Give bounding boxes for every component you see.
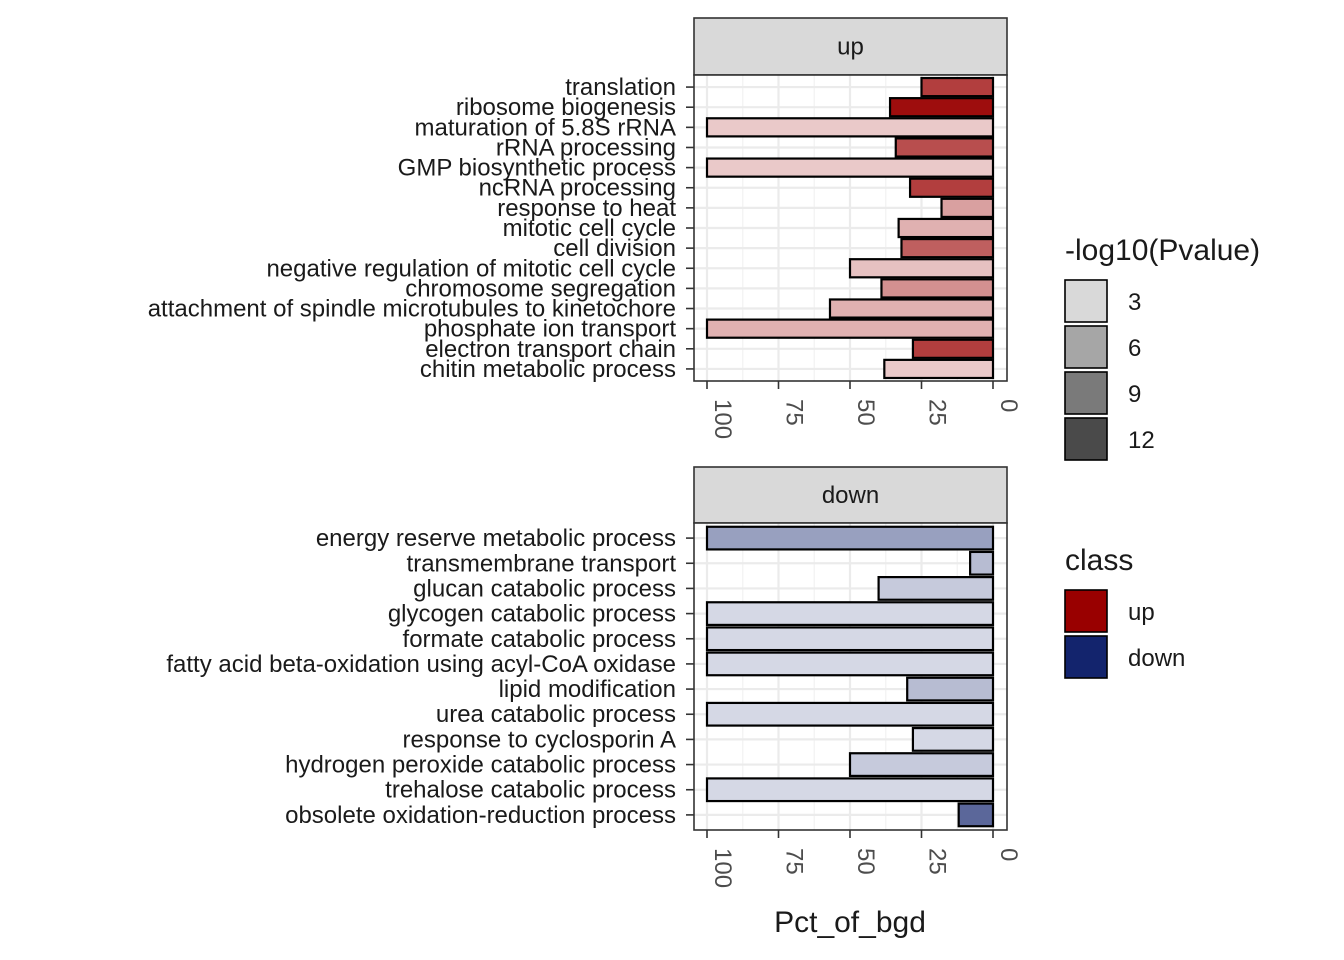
legend-title: class (1065, 544, 1133, 577)
facet-strip-label: up (837, 34, 864, 61)
bar-down-6 (906, 676, 995, 702)
category-label: rRNA processing (496, 134, 676, 161)
legend-0: -log10(Pvalue) 3 6 9 12 (1064, 234, 1260, 461)
legend-label: 12 (1128, 427, 1155, 454)
category-label: trehalose catabolic process (385, 777, 676, 804)
bar-up-6 (940, 197, 995, 219)
bar-up-11 (828, 298, 995, 319)
bar-down-2 (877, 576, 995, 601)
category-label: GMP biosynthetic process (398, 155, 676, 182)
x-tick-label: 0 (995, 399, 1022, 412)
legend-key (1064, 635, 1108, 679)
category-label: attachment of spindle microtubules to ki… (148, 296, 676, 323)
category-label: energy reserve metabolic process (316, 525, 676, 552)
bar-up-12 (705, 318, 995, 339)
category-label: urea catabolic process (436, 701, 676, 728)
bar-down-7 (705, 701, 995, 727)
bar-up-1 (888, 97, 995, 118)
legend-key (1064, 589, 1108, 633)
facet-strip (693, 466, 1008, 524)
x-axis-title: Pct_of_bgd (774, 906, 926, 939)
legend-key (1064, 279, 1108, 323)
legends: -log10(Pvalue) 3 6 9 12 class up down (1064, 234, 1260, 679)
legend-key (1064, 417, 1108, 461)
panel-down: down energy reserve metabolic processtran… (166, 466, 1022, 888)
legend-title: -log10(Pvalue) (1065, 234, 1260, 267)
x-tick-label: 50 (852, 399, 879, 426)
legend-label: 9 (1128, 381, 1141, 408)
category-label: maturation of 5.8S rRNA (415, 114, 676, 141)
x-axis: 100 75 50 25 0 (706, 381, 1022, 439)
category-label: transmembrane transport (407, 550, 677, 577)
legend-label: down (1128, 645, 1185, 672)
x-axis: 100 75 50 25 0 (706, 830, 1022, 888)
bar-up-9 (848, 258, 995, 279)
x-tick-label: 75 (781, 848, 808, 875)
bar-up-14 (883, 358, 995, 380)
category-label: mitotic cell cycle (503, 215, 676, 242)
category-label: ncRNA processing (479, 175, 676, 202)
bar-up-8 (900, 237, 995, 259)
x-tick-label: 25 (924, 399, 951, 426)
legend-label: 3 (1128, 289, 1141, 316)
category-label: obsolete oxidation-reduction process (285, 802, 676, 829)
bars (705, 76, 995, 380)
x-tick-label: 25 (924, 848, 951, 875)
bar-down-10 (705, 777, 995, 803)
category-label: electron transport chain (425, 336, 676, 363)
legend-label: up (1128, 599, 1155, 626)
category-label: response to cyclosporin A (403, 726, 676, 753)
x-tick-label: 50 (852, 848, 879, 875)
category-label: glucan catabolic process (413, 575, 676, 602)
bar-up-0 (920, 76, 995, 98)
legend-label: 6 (1128, 335, 1141, 362)
bar-up-10 (880, 278, 995, 299)
legend-key (1064, 371, 1108, 415)
legend-1: class up down (1064, 544, 1185, 679)
category-label: hydrogen peroxide catabolic process (285, 752, 676, 779)
category-label: chromosome segregation (405, 275, 676, 302)
bar-up-13 (911, 338, 995, 359)
facet-strip (693, 17, 1008, 76)
bar-up-7 (897, 217, 995, 239)
category-label: lipid modification (499, 676, 676, 703)
bar-down-1 (969, 550, 995, 576)
legend-key (1064, 325, 1108, 369)
bar-down-3 (705, 601, 995, 627)
bar-down-5 (705, 651, 995, 677)
bar-up-4 (705, 157, 995, 178)
x-tick-label: 100 (709, 399, 736, 439)
bar-up-5 (908, 177, 995, 198)
category-label: negative regulation of mitotic cell cycl… (266, 255, 676, 282)
category-label: formate catabolic process (403, 626, 676, 653)
x-tick-label: 0 (995, 848, 1022, 861)
category-axis: energy reserve metabolic processtransmem… (166, 525, 694, 829)
bar-down-8 (911, 726, 995, 752)
category-label: glycogen catabolic process (388, 601, 676, 628)
bar-down-0 (705, 525, 995, 551)
category-label: phosphate ion transport (424, 316, 677, 343)
bar-down-4 (705, 626, 995, 652)
x-tick-label: 100 (709, 848, 736, 888)
category-label: cell division (553, 235, 676, 262)
bar-up-3 (894, 137, 995, 158)
bars (705, 525, 995, 828)
x-tick-label: 75 (781, 399, 808, 426)
category-label: ribosome biogenesis (456, 94, 676, 121)
category-label: fatty acid beta-oxidation using acyl-CoA… (166, 651, 676, 678)
facet-strip-label: down (822, 482, 879, 509)
bar-up-2 (705, 117, 995, 138)
bar-down-11 (957, 802, 995, 828)
category-label: translation (565, 74, 676, 101)
bar-down-9 (848, 752, 995, 777)
category-label: response to heat (497, 195, 676, 222)
category-label: chitin metabolic process (420, 356, 676, 383)
